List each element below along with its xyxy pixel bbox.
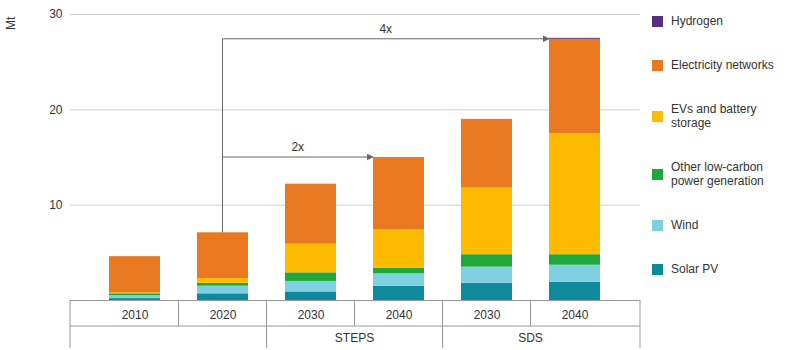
svg-text:2040: 2040 xyxy=(562,308,589,322)
svg-text:20: 20 xyxy=(49,103,63,117)
html-text:EVs and battery storage: EVs and battery storage xyxy=(671,102,757,130)
svg-text:2x: 2x xyxy=(291,140,304,154)
svg-text:STEPS: STEPS xyxy=(335,331,374,345)
html-text:Wind: Wind xyxy=(671,218,699,232)
html-text:Solar PV: Solar PV xyxy=(671,262,719,276)
svg-text:2030: 2030 xyxy=(474,308,501,322)
svg-text:2020: 2020 xyxy=(210,308,237,322)
svg-text:4x: 4x xyxy=(379,22,392,36)
svg-text:2040: 2040 xyxy=(386,308,413,322)
svg-text:SDS: SDS xyxy=(518,331,543,345)
html-text:Other low-carbon power generat: Other low-carbon power generation xyxy=(671,160,764,188)
html-text:Mt: Mt xyxy=(4,16,18,30)
html-text:Electricity networks: Electricity networks xyxy=(671,58,774,72)
svg-text:2030: 2030 xyxy=(298,308,325,322)
svg-text:2010: 2010 xyxy=(122,308,149,322)
svg-text:10: 10 xyxy=(49,198,63,212)
svg-text:30: 30 xyxy=(49,7,63,21)
html-text:Hydrogen: Hydrogen xyxy=(671,14,723,28)
